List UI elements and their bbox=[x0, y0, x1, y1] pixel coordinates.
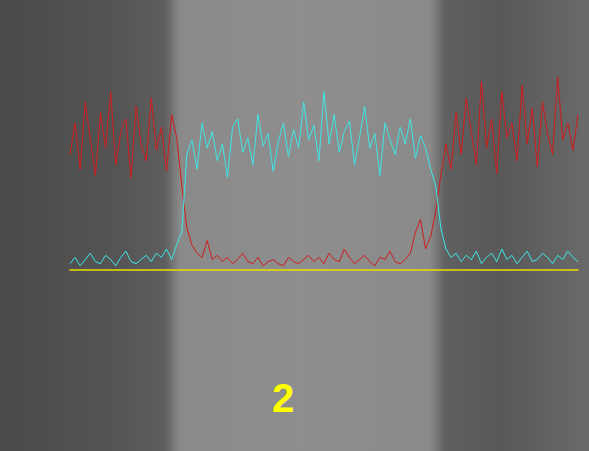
svg-text:2: 2 bbox=[272, 376, 294, 420]
